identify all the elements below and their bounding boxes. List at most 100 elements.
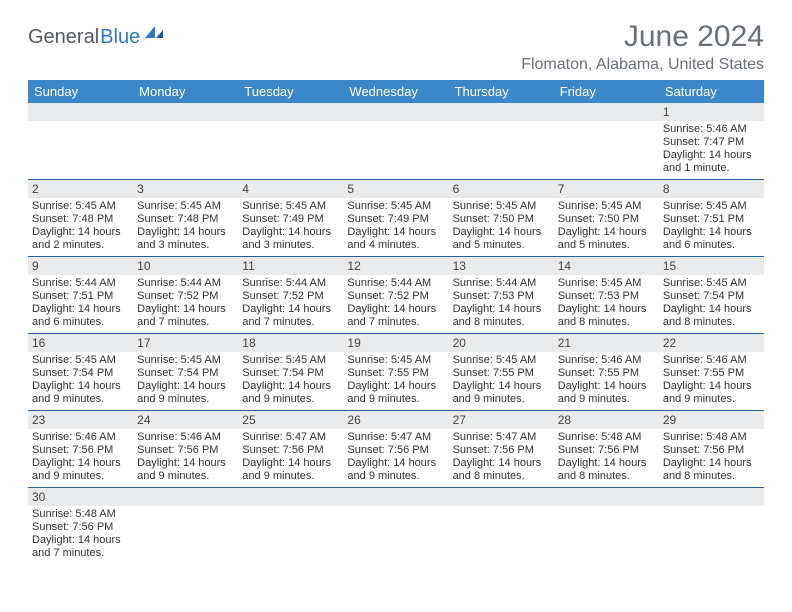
sunset-text: Sunset: 7:56 PM (242, 444, 339, 457)
sunrise-text: Sunrise: 5:45 AM (137, 354, 234, 367)
day-details: Sunrise: 5:45 AMSunset: 7:48 PMDaylight:… (133, 198, 238, 256)
sunset-text: Sunset: 7:49 PM (242, 213, 339, 226)
day-details: Sunrise: 5:45 AMSunset: 7:49 PMDaylight:… (343, 198, 448, 256)
sunrise-text: Sunrise: 5:45 AM (242, 354, 339, 367)
daylight-line2: and 9 minutes. (137, 470, 234, 483)
day-details: Sunrise: 5:46 AMSunset: 7:55 PMDaylight:… (659, 352, 764, 410)
daylight-line1: Daylight: 14 hours (663, 149, 760, 162)
daylight-line1: Daylight: 14 hours (137, 457, 234, 470)
day-number: 23 (28, 411, 133, 429)
day-number: 5 (343, 180, 448, 198)
calendar-cell: 10Sunrise: 5:44 AMSunset: 7:52 PMDayligh… (133, 257, 238, 334)
day-details: Sunrise: 5:44 AMSunset: 7:52 PMDaylight:… (238, 275, 343, 333)
daylight-line2: and 9 minutes. (453, 393, 550, 406)
sunset-text: Sunset: 7:51 PM (32, 290, 129, 303)
daylight-line1: Daylight: 14 hours (32, 534, 129, 547)
day-details: Sunrise: 5:46 AMSunset: 7:56 PMDaylight:… (28, 429, 133, 487)
daylight-line1: Daylight: 14 hours (663, 380, 760, 393)
sunrise-text: Sunrise: 5:44 AM (137, 277, 234, 290)
sunrise-text: Sunrise: 5:46 AM (663, 354, 760, 367)
day-number: 18 (238, 334, 343, 352)
sunset-text: Sunset: 7:55 PM (453, 367, 550, 380)
sunset-text: Sunset: 7:56 PM (32, 444, 129, 457)
daylight-line1: Daylight: 14 hours (137, 226, 234, 239)
title-block: June 2024 Flomaton, Alabama, United Stat… (521, 20, 764, 74)
sunset-text: Sunset: 7:52 PM (347, 290, 444, 303)
daylight-line1: Daylight: 14 hours (137, 303, 234, 316)
daylight-line1: Daylight: 14 hours (32, 457, 129, 470)
day-number: 20 (449, 334, 554, 352)
calendar-cell: 5Sunrise: 5:45 AMSunset: 7:49 PMDaylight… (343, 180, 448, 257)
calendar-cell: 14Sunrise: 5:45 AMSunset: 7:53 PMDayligh… (554, 257, 659, 334)
sunrise-text: Sunrise: 5:48 AM (32, 508, 129, 521)
calendar-cell (238, 488, 343, 565)
sunrise-text: Sunrise: 5:46 AM (663, 123, 760, 136)
calendar-cell: 27Sunrise: 5:47 AMSunset: 7:56 PMDayligh… (449, 411, 554, 488)
logo: General Blue (28, 26, 165, 49)
calendar-row: 23Sunrise: 5:46 AMSunset: 7:56 PMDayligh… (28, 411, 764, 488)
day-number: 13 (449, 257, 554, 275)
day-number: 26 (343, 411, 448, 429)
daylight-line1: Daylight: 14 hours (558, 380, 655, 393)
day-number: 29 (659, 411, 764, 429)
sunrise-text: Sunrise: 5:45 AM (453, 200, 550, 213)
calendar-cell: 18Sunrise: 5:45 AMSunset: 7:54 PMDayligh… (238, 334, 343, 411)
sunset-text: Sunset: 7:56 PM (32, 521, 129, 534)
sunrise-text: Sunrise: 5:45 AM (32, 354, 129, 367)
daylight-line2: and 9 minutes. (32, 393, 129, 406)
daylight-line1: Daylight: 14 hours (558, 457, 655, 470)
day-number: 19 (343, 334, 448, 352)
calendar-cell: 23Sunrise: 5:46 AMSunset: 7:56 PMDayligh… (28, 411, 133, 488)
calendar-cell: 7Sunrise: 5:45 AMSunset: 7:50 PMDaylight… (554, 180, 659, 257)
daylight-line1: Daylight: 14 hours (242, 380, 339, 393)
daylight-line2: and 6 minutes. (32, 316, 129, 329)
day-number-bar (133, 488, 238, 506)
day-details: Sunrise: 5:45 AMSunset: 7:48 PMDaylight:… (28, 198, 133, 256)
daylight-line1: Daylight: 14 hours (453, 457, 550, 470)
sunset-text: Sunset: 7:56 PM (558, 444, 655, 457)
sunset-text: Sunset: 7:56 PM (663, 444, 760, 457)
day-details: Sunrise: 5:45 AMSunset: 7:49 PMDaylight:… (238, 198, 343, 256)
calendar-cell: 26Sunrise: 5:47 AMSunset: 7:56 PMDayligh… (343, 411, 448, 488)
sunset-text: Sunset: 7:56 PM (347, 444, 444, 457)
daylight-line1: Daylight: 14 hours (663, 226, 760, 239)
daylight-line1: Daylight: 14 hours (32, 303, 129, 316)
day-details: Sunrise: 5:47 AMSunset: 7:56 PMDaylight:… (343, 429, 448, 487)
daylight-line1: Daylight: 14 hours (32, 226, 129, 239)
day-number-bar (449, 103, 554, 121)
day-details: Sunrise: 5:45 AMSunset: 7:50 PMDaylight:… (554, 198, 659, 256)
calendar-cell: 12Sunrise: 5:44 AMSunset: 7:52 PMDayligh… (343, 257, 448, 334)
day-number: 16 (28, 334, 133, 352)
day-number: 21 (554, 334, 659, 352)
daylight-line2: and 7 minutes. (137, 316, 234, 329)
day-details: Sunrise: 5:45 AMSunset: 7:54 PMDaylight:… (28, 352, 133, 410)
sunset-text: Sunset: 7:54 PM (32, 367, 129, 380)
daylight-line2: and 8 minutes. (453, 316, 550, 329)
calendar-cell: 19Sunrise: 5:45 AMSunset: 7:55 PMDayligh… (343, 334, 448, 411)
calendar-cell: 20Sunrise: 5:45 AMSunset: 7:55 PMDayligh… (449, 334, 554, 411)
calendar-cell (238, 103, 343, 180)
logo-text-general: General (28, 26, 99, 49)
daylight-line2: and 9 minutes. (242, 393, 339, 406)
calendar-cell (449, 488, 554, 565)
calendar-cell (554, 488, 659, 565)
day-details: Sunrise: 5:45 AMSunset: 7:55 PMDaylight:… (343, 352, 448, 410)
daylight-line1: Daylight: 14 hours (347, 226, 444, 239)
daylight-line1: Daylight: 14 hours (663, 457, 760, 470)
calendar-cell: 9Sunrise: 5:44 AMSunset: 7:51 PMDaylight… (28, 257, 133, 334)
daylight-line1: Daylight: 14 hours (347, 380, 444, 393)
calendar-cell: 6Sunrise: 5:45 AMSunset: 7:50 PMDaylight… (449, 180, 554, 257)
logo-text-blue: Blue (100, 26, 140, 49)
sunset-text: Sunset: 7:51 PM (663, 213, 760, 226)
calendar-cell: 4Sunrise: 5:45 AMSunset: 7:49 PMDaylight… (238, 180, 343, 257)
sunset-text: Sunset: 7:49 PM (347, 213, 444, 226)
day-details: Sunrise: 5:45 AMSunset: 7:51 PMDaylight:… (659, 198, 764, 256)
day-number: 28 (554, 411, 659, 429)
daylight-line1: Daylight: 14 hours (32, 380, 129, 393)
sunrise-text: Sunrise: 5:48 AM (663, 431, 760, 444)
daylight-line2: and 9 minutes. (32, 470, 129, 483)
calendar-cell (449, 103, 554, 180)
day-number-bar (554, 103, 659, 121)
weekday-header: Friday (554, 80, 659, 103)
sunset-text: Sunset: 7:55 PM (347, 367, 444, 380)
